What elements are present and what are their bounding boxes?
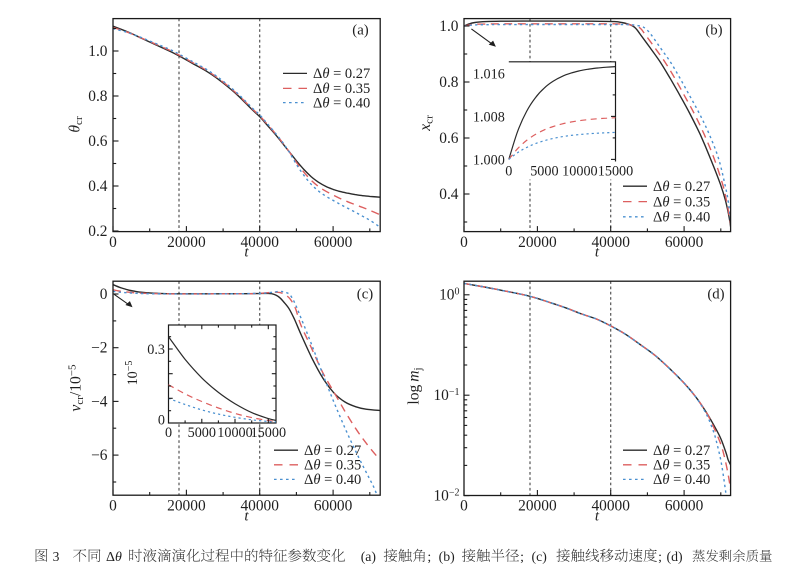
svg-text:40000: 40000 [240, 234, 279, 251]
svg-text:(a): (a) [361, 549, 376, 565]
svg-text:−4: −4 [91, 393, 108, 410]
svg-text:20000: 20000 [167, 234, 206, 251]
svg-text:1.008: 1.008 [473, 109, 505, 125]
svg-text:Δθ = 0.27: Δθ = 0.27 [304, 443, 361, 459]
svg-text:;: ; [520, 549, 524, 564]
svg-text:Δθ = 0.35: Δθ = 0.35 [653, 458, 710, 474]
svg-text:0.2: 0.2 [88, 223, 107, 240]
svg-text:Δθ = 0.27: Δθ = 0.27 [653, 443, 710, 459]
svg-text:10000: 10000 [562, 164, 597, 180]
svg-text:;: ; [427, 549, 431, 564]
svg-text:0: 0 [109, 497, 117, 514]
svg-text:0: 0 [165, 425, 172, 441]
svg-text:;: ; [658, 549, 662, 564]
svg-text:0.8: 0.8 [439, 74, 459, 91]
svg-text:xcr: xcr [417, 115, 436, 132]
svg-text:t: t [595, 509, 600, 525]
svg-text:θcr: θcr [67, 116, 86, 133]
svg-text:0: 0 [100, 286, 108, 303]
svg-text:Δθ = 0.40: Δθ = 0.40 [313, 95, 370, 111]
svg-text:40000: 40000 [591, 234, 630, 251]
svg-text:0: 0 [158, 413, 165, 429]
svg-text:5000: 5000 [530, 164, 558, 180]
svg-text:(b): (b) [439, 549, 455, 565]
svg-text:Δθ = 0.40: Δθ = 0.40 [653, 472, 710, 488]
svg-text:60000: 60000 [314, 234, 353, 251]
svg-text:1.016: 1.016 [473, 66, 505, 82]
svg-text:logmj: logmj [406, 367, 425, 404]
svg-text:3: 3 [53, 549, 60, 564]
svg-text:0: 0 [460, 234, 468, 251]
svg-text:20000: 20000 [167, 497, 206, 514]
svg-text:0.4: 0.4 [439, 186, 459, 203]
svg-text:60000: 60000 [314, 497, 353, 514]
svg-text:0.8: 0.8 [88, 88, 108, 105]
svg-text:60000: 60000 [665, 234, 704, 251]
svg-text:(d): (d) [667, 549, 683, 565]
svg-text:60000: 60000 [665, 497, 704, 514]
svg-text:40000: 40000 [240, 497, 279, 514]
svg-text:(c): (c) [357, 286, 373, 302]
svg-text:5000: 5000 [188, 425, 216, 441]
svg-text:t: t [595, 245, 600, 261]
svg-text:t: t [244, 245, 249, 261]
svg-text:0.4: 0.4 [88, 178, 108, 195]
svg-text:(c): (c) [532, 549, 547, 565]
svg-text:(a): (a) [352, 22, 368, 38]
svg-text:(d): (d) [707, 286, 724, 302]
svg-text:vcr/10−5: vcr/10−5 [66, 364, 86, 412]
svg-text:Δθ = 0.40: Δθ = 0.40 [304, 472, 361, 488]
svg-text:Δθ = 0.40: Δθ = 0.40 [653, 210, 710, 226]
svg-text:−6: −6 [91, 447, 108, 464]
svg-text:−2: −2 [91, 340, 107, 357]
svg-text:Δθ: Δθ [106, 550, 122, 565]
svg-text:20000: 20000 [518, 234, 557, 251]
svg-text:0: 0 [109, 234, 117, 251]
svg-text:Δθ = 0.35: Δθ = 0.35 [313, 81, 370, 97]
svg-text:0: 0 [460, 497, 468, 514]
svg-text:100: 100 [439, 287, 459, 304]
svg-text:0.6: 0.6 [439, 130, 459, 147]
svg-text:t: t [244, 509, 249, 525]
svg-text:40000: 40000 [591, 497, 630, 514]
svg-text:0.6: 0.6 [88, 133, 108, 150]
svg-text:0: 0 [505, 164, 512, 180]
svg-text:15000: 15000 [598, 164, 633, 180]
svg-text:10000: 10000 [217, 425, 252, 441]
svg-text:Δθ = 0.35: Δθ = 0.35 [653, 194, 710, 210]
svg-text:1.0: 1.0 [439, 18, 459, 35]
svg-text:15000: 15000 [251, 425, 286, 441]
svg-text:20000: 20000 [518, 497, 557, 514]
svg-text:0.3: 0.3 [147, 342, 165, 358]
svg-text:1.000: 1.000 [473, 152, 505, 168]
svg-text:Δθ = 0.27: Δθ = 0.27 [653, 179, 710, 195]
svg-text:1.0: 1.0 [88, 43, 108, 60]
svg-text:(b): (b) [705, 22, 722, 38]
svg-text:Δθ = 0.27: Δθ = 0.27 [313, 66, 370, 82]
svg-text:Δθ = 0.35: Δθ = 0.35 [304, 458, 361, 474]
